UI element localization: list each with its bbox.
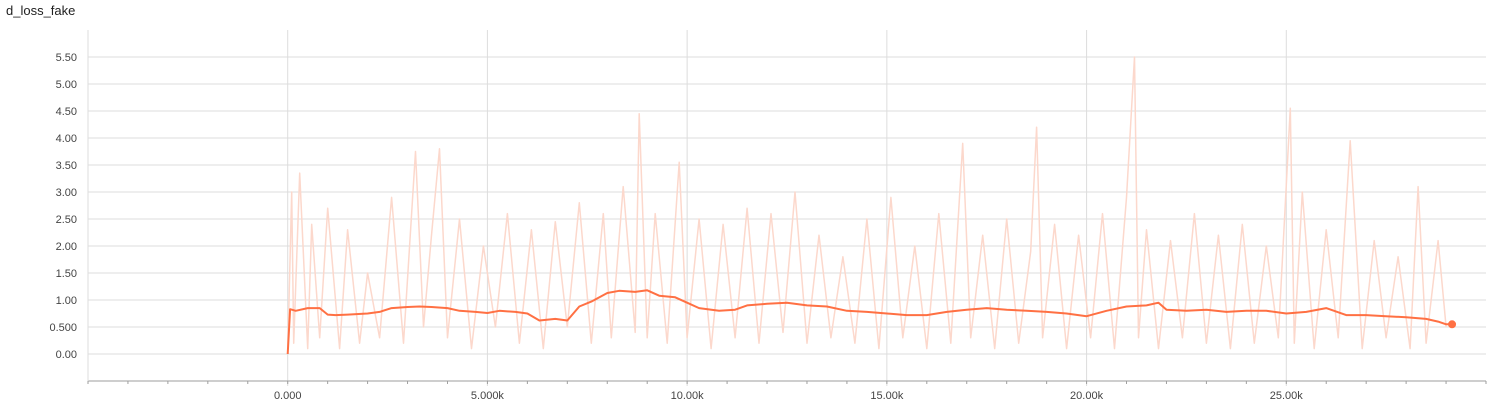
- y-tick-label: 0.00: [56, 349, 77, 361]
- x-tick-label: 20.00k: [1070, 390, 1104, 402]
- series-end-marker: [1448, 320, 1457, 329]
- y-tick-label: 5.50: [56, 52, 77, 64]
- y-tick-label: 0.500: [49, 322, 77, 334]
- raw-series-line: [286, 56, 1447, 355]
- x-tick-label: 15.00k: [870, 390, 904, 402]
- y-tick-label: 3.50: [56, 160, 77, 172]
- smoothed-series-line: [286, 289, 1452, 355]
- grid-layer: [88, 30, 1486, 386]
- y-tick-label: 2.50: [56, 214, 77, 226]
- y-tick-label: 4.00: [56, 133, 77, 145]
- y-tick-label: 1.50: [56, 268, 77, 280]
- y-tick-label: 4.50: [56, 106, 77, 118]
- x-tick-label: 25.00k: [1270, 390, 1304, 402]
- y-tick-label: 2.00: [56, 241, 77, 253]
- x-tick-label: 10.00k: [671, 390, 705, 402]
- y-tick-label: 5.00: [56, 79, 77, 91]
- x-tick-label: 0.000: [274, 390, 302, 402]
- x-tick-label: 5.000k: [471, 390, 505, 402]
- y-tick-label: 3.00: [56, 187, 77, 199]
- axes-layer: 0.00 0.500 1.00 1.50 2.00 2.50 3.00 3.50 4.00 4.5…: [49, 30, 1487, 402]
- raw-series-layer: [286, 56, 1447, 355]
- y-tick-label: 1.00: [56, 295, 77, 307]
- chart-title: d_loss_fake: [6, 3, 76, 18]
- smoothed-series-layer: [286, 289, 1457, 355]
